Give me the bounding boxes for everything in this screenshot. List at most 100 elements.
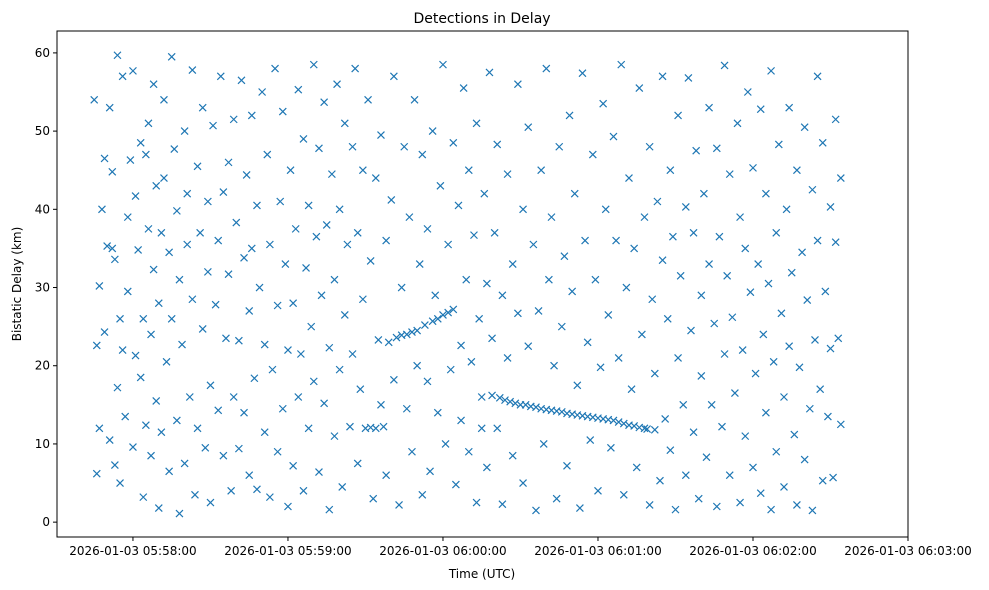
data-point — [273, 301, 282, 310]
y-tick-label: 30 — [35, 281, 50, 295]
data-point — [782, 205, 791, 214]
data-point — [123, 287, 132, 296]
data-point — [542, 64, 551, 73]
data-point — [431, 291, 440, 300]
data-point — [725, 471, 734, 480]
data-point — [335, 365, 344, 374]
data-point — [165, 248, 174, 257]
y-tick-label: 60 — [35, 46, 50, 60]
data-point — [320, 98, 329, 107]
data-point — [705, 103, 713, 112]
x-tick-label: 2026-01-03 06:00:00 — [379, 544, 506, 558]
data-point — [98, 205, 106, 214]
data-point — [141, 150, 150, 159]
data-point — [472, 498, 481, 507]
data-point — [100, 154, 109, 163]
data-point — [167, 52, 176, 61]
data-point — [154, 299, 163, 308]
data-point — [428, 317, 437, 326]
data-point — [457, 416, 465, 425]
data-point — [560, 252, 569, 261]
data-point — [596, 363, 605, 372]
data-point — [206, 498, 215, 507]
data-point — [253, 201, 261, 210]
data-point — [294, 393, 303, 401]
data-point — [131, 192, 140, 200]
data-point — [289, 299, 298, 308]
data-point — [209, 121, 217, 130]
data-point — [648, 295, 657, 304]
data-point — [325, 343, 334, 352]
data-point — [271, 64, 279, 73]
data-point — [136, 373, 145, 382]
data-point — [609, 416, 618, 425]
data-point — [188, 295, 197, 304]
data-point — [508, 451, 517, 460]
data-point — [591, 275, 600, 284]
data-point — [521, 400, 530, 409]
data-point — [485, 68, 494, 77]
data-point — [413, 326, 422, 335]
data-point — [808, 185, 817, 194]
data-point — [157, 228, 166, 237]
x-axis: 2026-01-03 05:58:00 2026-01-03 05:59:00 20… — [69, 537, 972, 558]
data-point — [198, 325, 207, 333]
data-point — [330, 275, 339, 284]
data-point — [666, 166, 675, 175]
data-point — [749, 163, 757, 172]
data-point — [547, 213, 556, 222]
data-point — [581, 236, 589, 245]
data-point — [247, 244, 256, 253]
data-point — [614, 353, 623, 362]
data-point — [666, 446, 675, 455]
data-point — [720, 61, 729, 70]
data-point — [689, 228, 698, 237]
data-point — [126, 156, 135, 164]
data-point — [622, 283, 631, 292]
data-point — [482, 279, 491, 288]
data-point — [371, 424, 380, 433]
data-point — [214, 406, 223, 415]
data-point — [798, 248, 807, 257]
data-point — [175, 509, 184, 518]
data-point — [609, 132, 618, 141]
data-point — [348, 350, 357, 358]
data-point — [524, 342, 533, 351]
data-point — [617, 60, 626, 69]
data-point — [710, 319, 719, 328]
data-point — [645, 501, 654, 509]
data-point — [211, 300, 220, 309]
data-point — [320, 399, 329, 408]
data-point — [712, 144, 721, 153]
data-point — [229, 393, 238, 401]
data-point — [276, 197, 285, 206]
y-tick-label: 50 — [35, 124, 50, 138]
data-point — [640, 213, 649, 222]
data-point — [198, 103, 207, 112]
data-point — [351, 64, 360, 73]
data-point — [346, 422, 354, 431]
data-point — [671, 505, 680, 514]
data-point — [144, 119, 153, 128]
data-point — [451, 480, 460, 489]
data-point — [684, 74, 693, 82]
data-point — [630, 422, 639, 430]
data-point — [201, 443, 210, 452]
data-point — [302, 264, 310, 272]
data-point — [121, 412, 130, 421]
data-point — [764, 279, 773, 288]
data-point — [250, 374, 259, 383]
data-point — [777, 309, 786, 318]
data-point — [216, 72, 225, 81]
data-point — [702, 453, 711, 462]
data-point — [625, 174, 633, 182]
data-point — [423, 377, 432, 386]
data-point — [449, 305, 458, 314]
data-point — [191, 490, 199, 499]
data-point — [196, 228, 205, 237]
data-point — [475, 314, 484, 323]
data-point — [816, 385, 825, 394]
data-point — [180, 127, 189, 136]
data-point — [503, 170, 512, 179]
data-point — [488, 334, 496, 343]
